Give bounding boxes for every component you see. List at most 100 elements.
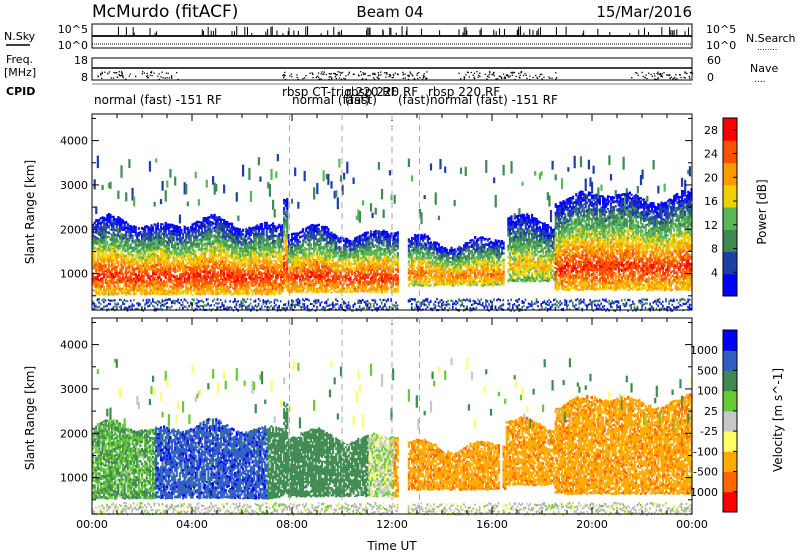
power-scatter-cell (219, 277, 223, 281)
power-scatter-cell (286, 210, 289, 213)
power-scatter-cell (208, 270, 212, 274)
power-scatter-cell (332, 254, 335, 256)
power-scatter-cell (117, 274, 120, 277)
power-scatter-cell (166, 266, 169, 269)
power-scatter-cell (161, 281, 164, 284)
power-scatter-cell (167, 258, 170, 262)
power-scatter-cell (110, 240, 114, 243)
power-scatter-cell (243, 274, 246, 276)
power-scatter-cell (185, 241, 188, 245)
power-scatter-cell (259, 276, 262, 280)
power-scatter-cell (112, 247, 115, 250)
nave-dot (402, 77, 405, 79)
power-scatter-cell (112, 227, 115, 230)
power-scatter-cell (234, 278, 237, 281)
power-scatter-cell (133, 225, 136, 228)
power-scatter-cell (112, 240, 115, 244)
power-scatter-cell (319, 277, 322, 281)
power-scatter-cell (150, 226, 153, 228)
power-scatter-cell (281, 261, 284, 264)
power-near-range-cell (290, 301, 293, 304)
power-near-range-cell (202, 301, 205, 304)
power-scatter-cell (98, 268, 101, 272)
power-scatter-cell (297, 266, 300, 270)
power-scatter-cell (308, 246, 311, 250)
power-scatter-cell (327, 288, 330, 291)
power-near-range-cell (186, 301, 189, 304)
power-scatter-cell (189, 228, 193, 231)
power-scatter-cell (134, 248, 137, 251)
power-scatter-cell (259, 243, 262, 247)
power-scatter-cell (133, 230, 136, 234)
power-high-echo (257, 157, 260, 166)
power-scatter-cell (235, 245, 238, 248)
power-scatter-cell (278, 256, 281, 259)
power-scatter-cell (104, 229, 107, 233)
power-scatter-cell (131, 266, 134, 269)
power-scatter-cell (161, 250, 164, 254)
power-scatter-cell (207, 273, 210, 276)
power-scatter-cell (324, 238, 327, 241)
power-scatter-cell (309, 235, 313, 238)
power-scatter-cell (265, 231, 268, 234)
power-scatter-cell (96, 242, 99, 245)
power-scatter-cell (268, 252, 272, 256)
power-scatter-cell (267, 278, 270, 282)
power-scatter-cell (286, 266, 289, 270)
power-scatter-cell (341, 283, 344, 287)
power-scatter-cell (205, 269, 208, 273)
power-scatter-cell (267, 287, 270, 291)
power-scatter-cell (317, 228, 320, 231)
power-scatter-cell (120, 292, 123, 295)
power-near-range-cell (144, 304, 146, 307)
power-scatter-cell (204, 223, 207, 226)
power-scatter-cell (264, 291, 267, 295)
power-scatter-cell (237, 240, 240, 244)
power-near-range-cell (120, 305, 123, 308)
power-scatter-cell (144, 258, 147, 261)
power-scatter-cell (249, 227, 253, 231)
power-scatter-cell (155, 231, 158, 235)
power-scatter-cell (175, 243, 178, 246)
power-scatter-cell (253, 233, 256, 235)
power-scatter-cell (232, 265, 235, 269)
power-scatter-cell (325, 251, 328, 254)
power-scatter-cell (118, 271, 122, 275)
power-scatter-cell (311, 270, 314, 272)
power-scatter-cell (177, 280, 180, 282)
nave-dot (331, 78, 333, 80)
power-scatter-cell (308, 259, 311, 263)
power-scatter-cell (283, 282, 286, 285)
power-scatter-cell (185, 251, 188, 254)
power-scatter-cell (93, 266, 96, 269)
power-scatter-cell (311, 230, 314, 233)
power-near-range-cell (273, 308, 276, 311)
power-near-range-cell (332, 302, 334, 306)
power-near-range-cell (107, 298, 110, 302)
power-scatter-cell (232, 259, 235, 262)
power-scatter-cell (264, 283, 267, 286)
power-scatter-cell (275, 253, 278, 256)
power-scatter-cell (183, 275, 186, 278)
power-scatter-cell (118, 286, 122, 289)
power-scatter-cell (275, 227, 278, 230)
power-near-range-cell (148, 304, 151, 308)
power-scatter-cell (136, 232, 139, 236)
power-scatter-cell (101, 249, 104, 252)
nave-dot (341, 71, 344, 74)
power-scatter-cell (338, 278, 341, 281)
power-scatter-cell (139, 255, 142, 258)
power-scatter-cell (186, 228, 189, 231)
power-scatter-cell (199, 284, 202, 287)
power-high-echo (174, 176, 177, 186)
power-scatter-cell (265, 245, 268, 248)
power-near-range-cell (256, 305, 258, 308)
power-scatter-cell (297, 243, 300, 247)
power-scatter-cell (219, 272, 223, 275)
power-scatter-cell (147, 266, 150, 269)
power-scatter-cell (155, 224, 158, 227)
power-scatter-cell (328, 280, 332, 284)
power-scatter-cell (300, 264, 303, 268)
power-scatter-cell (148, 277, 152, 281)
power-scatter-cell (207, 237, 210, 240)
